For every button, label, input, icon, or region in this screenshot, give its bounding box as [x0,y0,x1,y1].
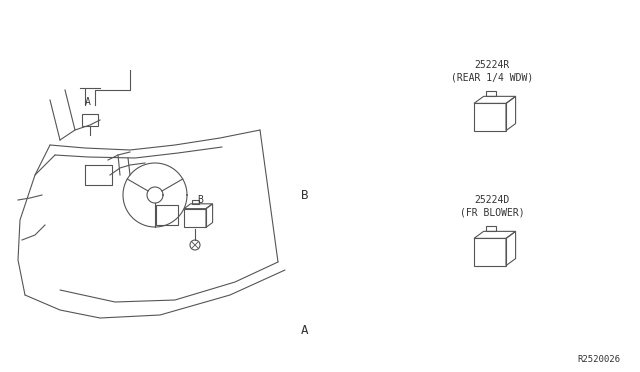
Text: B: B [197,195,203,205]
Text: A: A [85,97,91,107]
Text: (REAR 1/4 WDW): (REAR 1/4 WDW) [451,72,533,82]
Text: A: A [301,324,308,337]
Text: R2520026: R2520026 [577,356,620,365]
Text: 25224R: 25224R [474,60,509,70]
Text: 25224D: 25224D [474,195,509,205]
Text: B: B [301,189,308,202]
Text: (FR BLOWER): (FR BLOWER) [460,207,524,217]
